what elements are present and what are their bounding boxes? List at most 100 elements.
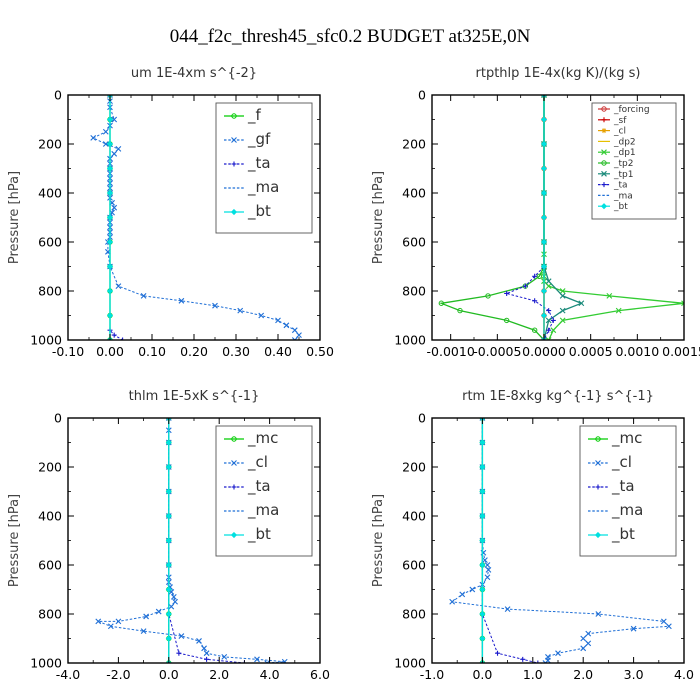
data-point bbox=[291, 327, 298, 334]
legend-entry-bt: _bt bbox=[598, 202, 628, 212]
data-point bbox=[106, 214, 114, 221]
data-point bbox=[176, 650, 182, 656]
legend-entry-bt: _bt bbox=[224, 202, 271, 221]
data-point bbox=[115, 283, 122, 289]
series-group bbox=[438, 95, 684, 340]
legend-entry-ma: _ma bbox=[224, 501, 279, 520]
data-point bbox=[665, 623, 672, 630]
legend-label: _cl bbox=[611, 453, 632, 472]
data-point bbox=[258, 312, 265, 319]
x-tick-label: 2.0 bbox=[573, 667, 593, 682]
series-bt bbox=[165, 418, 172, 663]
data-point bbox=[221, 653, 228, 660]
legend-marker bbox=[231, 161, 237, 167]
data-point bbox=[479, 561, 486, 569]
data-point bbox=[165, 537, 172, 544]
data-point bbox=[595, 611, 602, 617]
panel-title: thlm 1E-5xK s^{-1} bbox=[129, 389, 260, 404]
legend-marker bbox=[595, 436, 601, 442]
y-tick-label: 800 bbox=[402, 284, 426, 299]
data-point bbox=[165, 439, 172, 446]
legend-entry-cl: _cl bbox=[224, 453, 268, 472]
data-point bbox=[532, 298, 538, 304]
legend-entry-ta: _ta bbox=[598, 181, 628, 191]
legend-label: _bt bbox=[247, 202, 271, 221]
legend-label: _f bbox=[247, 106, 262, 125]
legend-entry-ta: _ta bbox=[224, 154, 271, 173]
legend-label: _mc bbox=[611, 429, 642, 448]
data-point bbox=[479, 439, 486, 446]
legend-marker bbox=[600, 203, 608, 210]
legend: _forcing_sf_cl_dp2_dp1_tp2_tp1_ta_ma_bt bbox=[591, 102, 677, 220]
data-point bbox=[540, 287, 548, 295]
data-point bbox=[438, 300, 445, 306]
data-point bbox=[522, 283, 528, 289]
series-cl bbox=[449, 418, 672, 663]
panel-title: um 1E-4xm s^{-2} bbox=[131, 66, 257, 81]
legend-entry-dp1: _dp1 bbox=[598, 148, 636, 158]
data-point bbox=[480, 549, 487, 556]
series-ta bbox=[479, 418, 541, 663]
y-tick-label: 200 bbox=[38, 460, 62, 475]
series-tp1 bbox=[541, 95, 585, 340]
legend-marker bbox=[601, 128, 607, 134]
y-tick-label: 600 bbox=[402, 558, 426, 573]
data-point bbox=[165, 463, 172, 471]
x-tick-label: 6.0 bbox=[310, 667, 330, 682]
data-point bbox=[283, 322, 290, 329]
data-point bbox=[546, 308, 552, 314]
data-point bbox=[559, 293, 566, 299]
legend-marker bbox=[601, 106, 607, 112]
x-tick-label: 0.50 bbox=[306, 344, 334, 359]
x-tick-label: -1.0 bbox=[420, 667, 444, 682]
legend-label: _ta bbox=[613, 181, 628, 191]
data-point bbox=[165, 512, 172, 520]
data-point bbox=[485, 293, 491, 299]
data-point bbox=[504, 606, 511, 612]
y-tick-label: 1000 bbox=[394, 333, 426, 348]
legend-entry-tp1: _tp1 bbox=[598, 170, 633, 180]
series-bt bbox=[106, 95, 114, 340]
legend-entry-f: _f bbox=[224, 106, 262, 125]
data-point bbox=[540, 312, 548, 319]
figure-suptitle: 044_f2c_thresh45_sfc0.2 BUDGET at325E,0N bbox=[170, 26, 531, 47]
legend-entry-cl: _cl bbox=[588, 453, 632, 472]
x-tick-label: -0.0005 bbox=[473, 344, 521, 359]
y-tick-label: 800 bbox=[38, 284, 62, 299]
data-point bbox=[90, 134, 97, 141]
legend-label: _forcing bbox=[613, 105, 650, 115]
legend-entry-mc: _mc bbox=[224, 429, 278, 448]
data-point bbox=[106, 238, 114, 246]
data-point bbox=[106, 116, 114, 123]
data-point bbox=[479, 488, 486, 495]
data-point bbox=[479, 463, 486, 471]
y-tick-label: 1000 bbox=[30, 656, 62, 671]
data-point bbox=[580, 645, 587, 652]
y-tick-label: 0 bbox=[418, 411, 426, 426]
data-point bbox=[459, 591, 466, 598]
data-point bbox=[550, 317, 556, 323]
data-point bbox=[555, 650, 561, 657]
data-point bbox=[580, 635, 587, 642]
legend-label: _ma bbox=[611, 501, 643, 520]
legend-label: _bt bbox=[613, 202, 628, 212]
data-point bbox=[291, 337, 298, 340]
y-tick-label: 800 bbox=[402, 607, 426, 622]
data-point bbox=[681, 300, 684, 307]
legend-entry-tp2: _tp2 bbox=[598, 159, 633, 169]
y-tick-label: 0 bbox=[54, 88, 62, 103]
legend-entry-cl: _cl bbox=[598, 127, 626, 137]
legend-marker bbox=[601, 160, 607, 166]
data-point bbox=[178, 633, 185, 639]
data-point bbox=[172, 598, 178, 605]
legend-entry-forcing: _forcing bbox=[598, 105, 650, 115]
data-point bbox=[660, 618, 667, 625]
data-point bbox=[545, 283, 552, 289]
data-point bbox=[165, 418, 172, 421]
y-tick-label: 600 bbox=[402, 235, 426, 250]
data-point bbox=[115, 618, 122, 625]
legend-label: _bt bbox=[611, 525, 635, 544]
x-tick-label: 0.0005 bbox=[569, 344, 613, 359]
x-tick-label: 3.0 bbox=[624, 667, 644, 682]
